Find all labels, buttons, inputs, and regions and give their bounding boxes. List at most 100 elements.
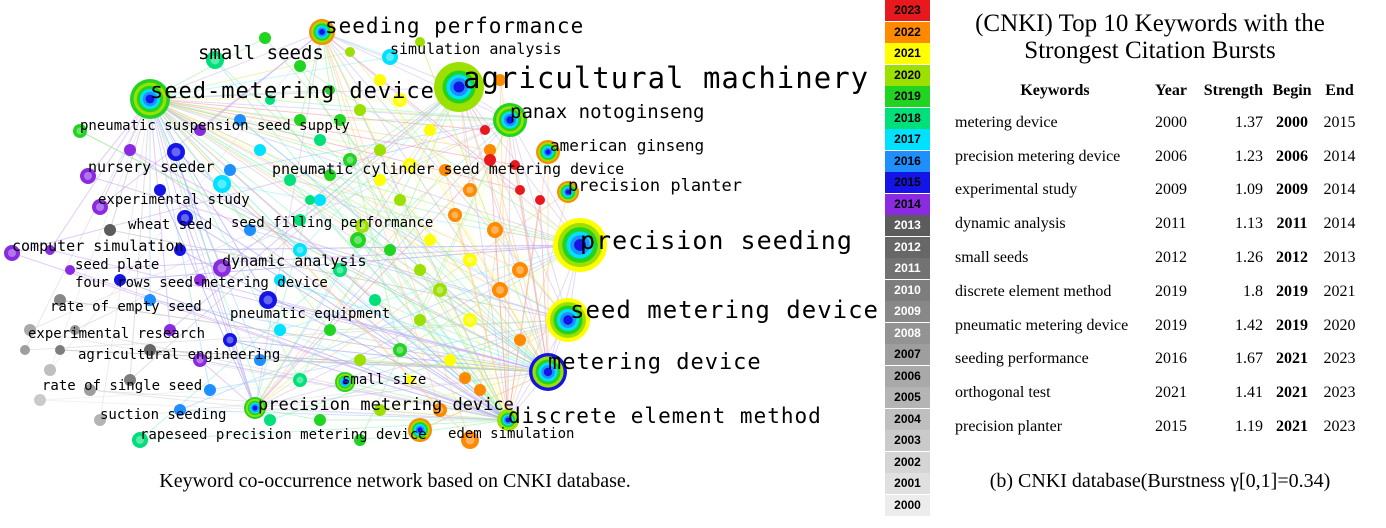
network-edge [119, 279, 509, 421]
node-inner [466, 186, 474, 194]
keyword-node [424, 234, 436, 246]
node-core [545, 149, 551, 155]
node-circle [324, 169, 336, 181]
network-edge [179, 249, 509, 421]
network-edge [359, 119, 511, 441]
network-edge [149, 98, 269, 301]
keyword-node [194, 274, 206, 286]
header-keywords: Keywords [1020, 82, 1090, 99]
node-core [574, 239, 586, 251]
network-edge [507, 199, 541, 421]
legend-year-2002: 2002 [885, 451, 930, 473]
node-circle [514, 334, 526, 346]
node-circle [34, 394, 46, 406]
keyword-label: small seeds [198, 42, 324, 64]
network-caption: Keyword co-occurrence network based on C… [159, 470, 631, 492]
keyword-node [294, 214, 306, 226]
node-inner [76, 127, 84, 135]
keyword-node [433, 283, 447, 297]
node-circle [224, 164, 236, 176]
node-circle [274, 274, 286, 286]
node-core [342, 379, 348, 385]
network-edge [359, 419, 509, 441]
cell-strength: 1.19 [1235, 418, 1263, 436]
node-inner [466, 256, 474, 264]
keyword-node [164, 324, 176, 336]
keyword-node [265, 95, 275, 105]
node-circle [535, 195, 545, 205]
keyword-label: seed plate [75, 257, 160, 273]
node-circle [204, 384, 216, 396]
legend-year-2019: 2019 [885, 86, 930, 107]
keyword-node [374, 404, 386, 416]
network-edge [499, 79, 509, 421]
node-circle [54, 294, 66, 306]
network-edge [419, 269, 509, 421]
keyword-node [54, 294, 66, 306]
cell-end: 2014 [1323, 147, 1356, 165]
network-edge [129, 149, 509, 421]
keyword-label: pneumatic equipment [230, 306, 391, 322]
keyword-label: seed filling performance [231, 215, 434, 231]
keyword-node [92, 199, 108, 215]
keyword-node [130, 79, 170, 119]
cell-keyword: precision planter [955, 418, 1063, 436]
node-circle [234, 114, 246, 126]
network-edge [129, 149, 549, 373]
keyword-node [369, 294, 381, 306]
keyword-node [536, 140, 560, 164]
node-core [505, 417, 511, 423]
keyword-label: rate of single seed [42, 378, 203, 394]
cell-end: 2023 [1323, 384, 1356, 402]
cell-begin: 2011 [1276, 215, 1308, 233]
node-inner [358, 222, 366, 230]
legend-year-2004: 2004 [885, 408, 930, 430]
table-row: seeding performance 2016 1.67 2021 2023 [955, 343, 1362, 377]
node-inner [96, 203, 104, 211]
network-edge [49, 249, 549, 373]
keyword-node [403, 158, 417, 172]
node-inner [466, 316, 474, 324]
keyword-label: suction seeding [100, 407, 227, 423]
cell-strength: 1.42 [1235, 316, 1263, 334]
keyword-node [24, 324, 36, 336]
node-inner [226, 336, 234, 344]
keyword-node [529, 353, 567, 391]
keyword-node [414, 264, 426, 276]
cell-begin: 2000 [1276, 113, 1308, 131]
legend-year-2015: 2015 [885, 172, 930, 193]
node-circle [244, 224, 256, 236]
network-edge [129, 86, 460, 381]
keyword-node [55, 345, 65, 355]
network-edge [24, 319, 569, 351]
keyword-node [124, 374, 136, 386]
keyword-node [194, 124, 206, 136]
node-inner [136, 436, 144, 444]
node-circle [354, 354, 366, 366]
network-edge [319, 139, 549, 373]
keyword-node [20, 345, 30, 355]
legend-year-2013: 2013 [885, 215, 930, 236]
table-row: experimental study 2009 1.09 2009 2014 [955, 174, 1362, 208]
network-edge [69, 269, 509, 421]
cell-end: 2014 [1323, 181, 1356, 199]
keyword-node [274, 324, 286, 336]
network-edge [149, 98, 509, 421]
node-core [319, 29, 325, 35]
network-edge [175, 151, 256, 409]
keyword-node [333, 263, 347, 277]
node-inner [217, 263, 227, 273]
keyword-label: pneumatic suspension seed supply [80, 118, 350, 134]
header-begin: Begin [1272, 82, 1312, 99]
network-edge [69, 244, 581, 271]
keyword-node [424, 124, 436, 136]
network-edge [59, 299, 549, 373]
cell-keyword: seeding performance [955, 350, 1089, 368]
node-circle [294, 60, 306, 72]
network-edge [254, 371, 549, 409]
cell-strength: 1.13 [1235, 215, 1263, 233]
keyword-label: discrete element method [508, 404, 822, 428]
keyword-node [34, 394, 46, 406]
keyword-node [343, 153, 357, 167]
cell-begin: 2021 [1276, 350, 1308, 368]
